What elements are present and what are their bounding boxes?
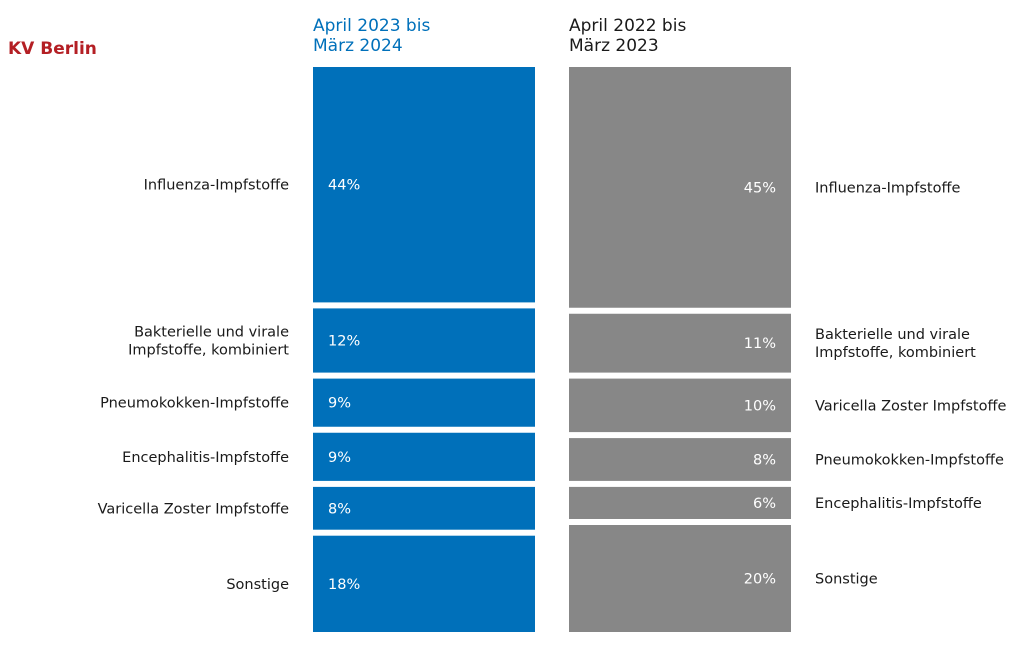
value-label-bakterielle-und-virale-impfstoffe-kombiniert: 12% [328,334,360,350]
bar-segment-varicella-zoster-impfstoffe [569,378,791,433]
region-title: KV Berlin [8,39,97,59]
category-label-line: Pneumokokken-Impfstoffe [815,453,1004,469]
category-label-line: Varicella Zoster Impfstoffe [815,398,1006,414]
category-label-sonstige: Sonstige [815,572,878,588]
bar-segment-varicella-zoster-impfstoffe [313,486,535,530]
category-label-line: Bakterielle und virale [815,327,970,343]
bar-segment-influenza-impfstoffe [569,67,791,308]
category-label-line: Encephalitis-Impfstoffe [122,450,289,466]
category-label-line: Impfstoffe, kombiniert [815,345,976,361]
bar-segment-pneumokokken-impfstoffe [569,438,791,481]
bar-segment-bakterielle-und-virale-impfstoffe-kombiniert [569,313,791,373]
period-label-line: April 2023 bis [313,16,430,36]
category-label-line: Sonstige [815,572,878,588]
value-label-pneumokokken-impfstoffe: 9% [328,396,351,412]
category-label-varicella-zoster-impfstoffe: Varicella Zoster Impfstoffe [815,398,1006,414]
category-label-line: Influenza-Impfstoffe [144,178,289,194]
category-label-encephalitis-impfstoffe: Encephalitis-Impfstoffe [815,496,982,512]
category-label-influenza-impfstoffe: Influenza-Impfstoffe [144,178,289,194]
bars-layer: April 2023 bis März 2024 44% Influenza-Impf… [98,16,1006,632]
period-label-line: März 2024 [313,36,403,56]
period-label-line: März 2023 [569,36,659,56]
period-label-previous: April 2022 bis März 2023 [569,16,686,56]
category-label-bakterielle-und-virale-impfstoffe-kombiniert: Bakterielle und virale Impfstoffe, kombin… [128,325,289,359]
bar-segment-encephalitis-impfstoffe [569,486,791,519]
period-label-line: April 2022 bis [569,16,686,36]
category-label-sonstige: Sonstige [226,577,289,593]
category-label-encephalitis-impfstoffe: Encephalitis-Impfstoffe [122,450,289,466]
value-label-influenza-impfstoffe: 45% [744,180,776,196]
value-label-varicella-zoster-impfstoffe: 10% [744,398,776,414]
category-label-line: Pneumokokken-Impfstoffe [100,396,289,412]
category-label-line: Encephalitis-Impfstoffe [815,496,982,512]
category-label-line: Sonstige [226,577,289,593]
bar-segment-sonstige [569,525,791,632]
bar-segment-pneumokokken-impfstoffe [313,378,535,427]
category-label-varicella-zoster-impfstoffe: Varicella Zoster Impfstoffe [98,501,289,517]
period-label-current: April 2023 bis März 2024 [313,16,430,56]
bar-segment-sonstige [313,535,535,632]
value-label-encephalitis-impfstoffe: 6% [753,496,776,512]
value-label-varicella-zoster-impfstoffe: 8% [328,501,351,517]
bar-segment-influenza-impfstoffe [313,67,535,303]
category-label-influenza-impfstoffe: Influenza-Impfstoffe [815,180,960,196]
category-label-pneumokokken-impfstoffe: Pneumokokken-Impfstoffe [100,396,289,412]
value-label-influenza-impfstoffe: 44% [328,178,360,194]
value-label-sonstige: 20% [744,572,776,588]
category-label-bakterielle-und-virale-impfstoffe-kombiniert: Bakterielle und virale Impfstoffe, kombin… [815,327,976,361]
value-label-bakterielle-und-virale-impfstoffe-kombiniert: 11% [744,336,776,352]
category-label-pneumokokken-impfstoffe: Pneumokokken-Impfstoffe [815,453,1004,469]
bar-segment-bakterielle-und-virale-impfstoffe-kombiniert [313,308,535,373]
category-label-line: Varicella Zoster Impfstoffe [98,501,289,517]
value-label-sonstige: 18% [328,577,360,593]
value-label-pneumokokken-impfstoffe: 8% [753,453,776,469]
value-label-encephalitis-impfstoffe: 9% [328,450,351,466]
category-label-line: Bakterielle und virale [134,325,289,341]
category-label-line: Influenza-Impfstoffe [815,180,960,196]
category-label-line: Impfstoffe, kombiniert [128,343,289,359]
bar-segment-encephalitis-impfstoffe [313,432,535,481]
